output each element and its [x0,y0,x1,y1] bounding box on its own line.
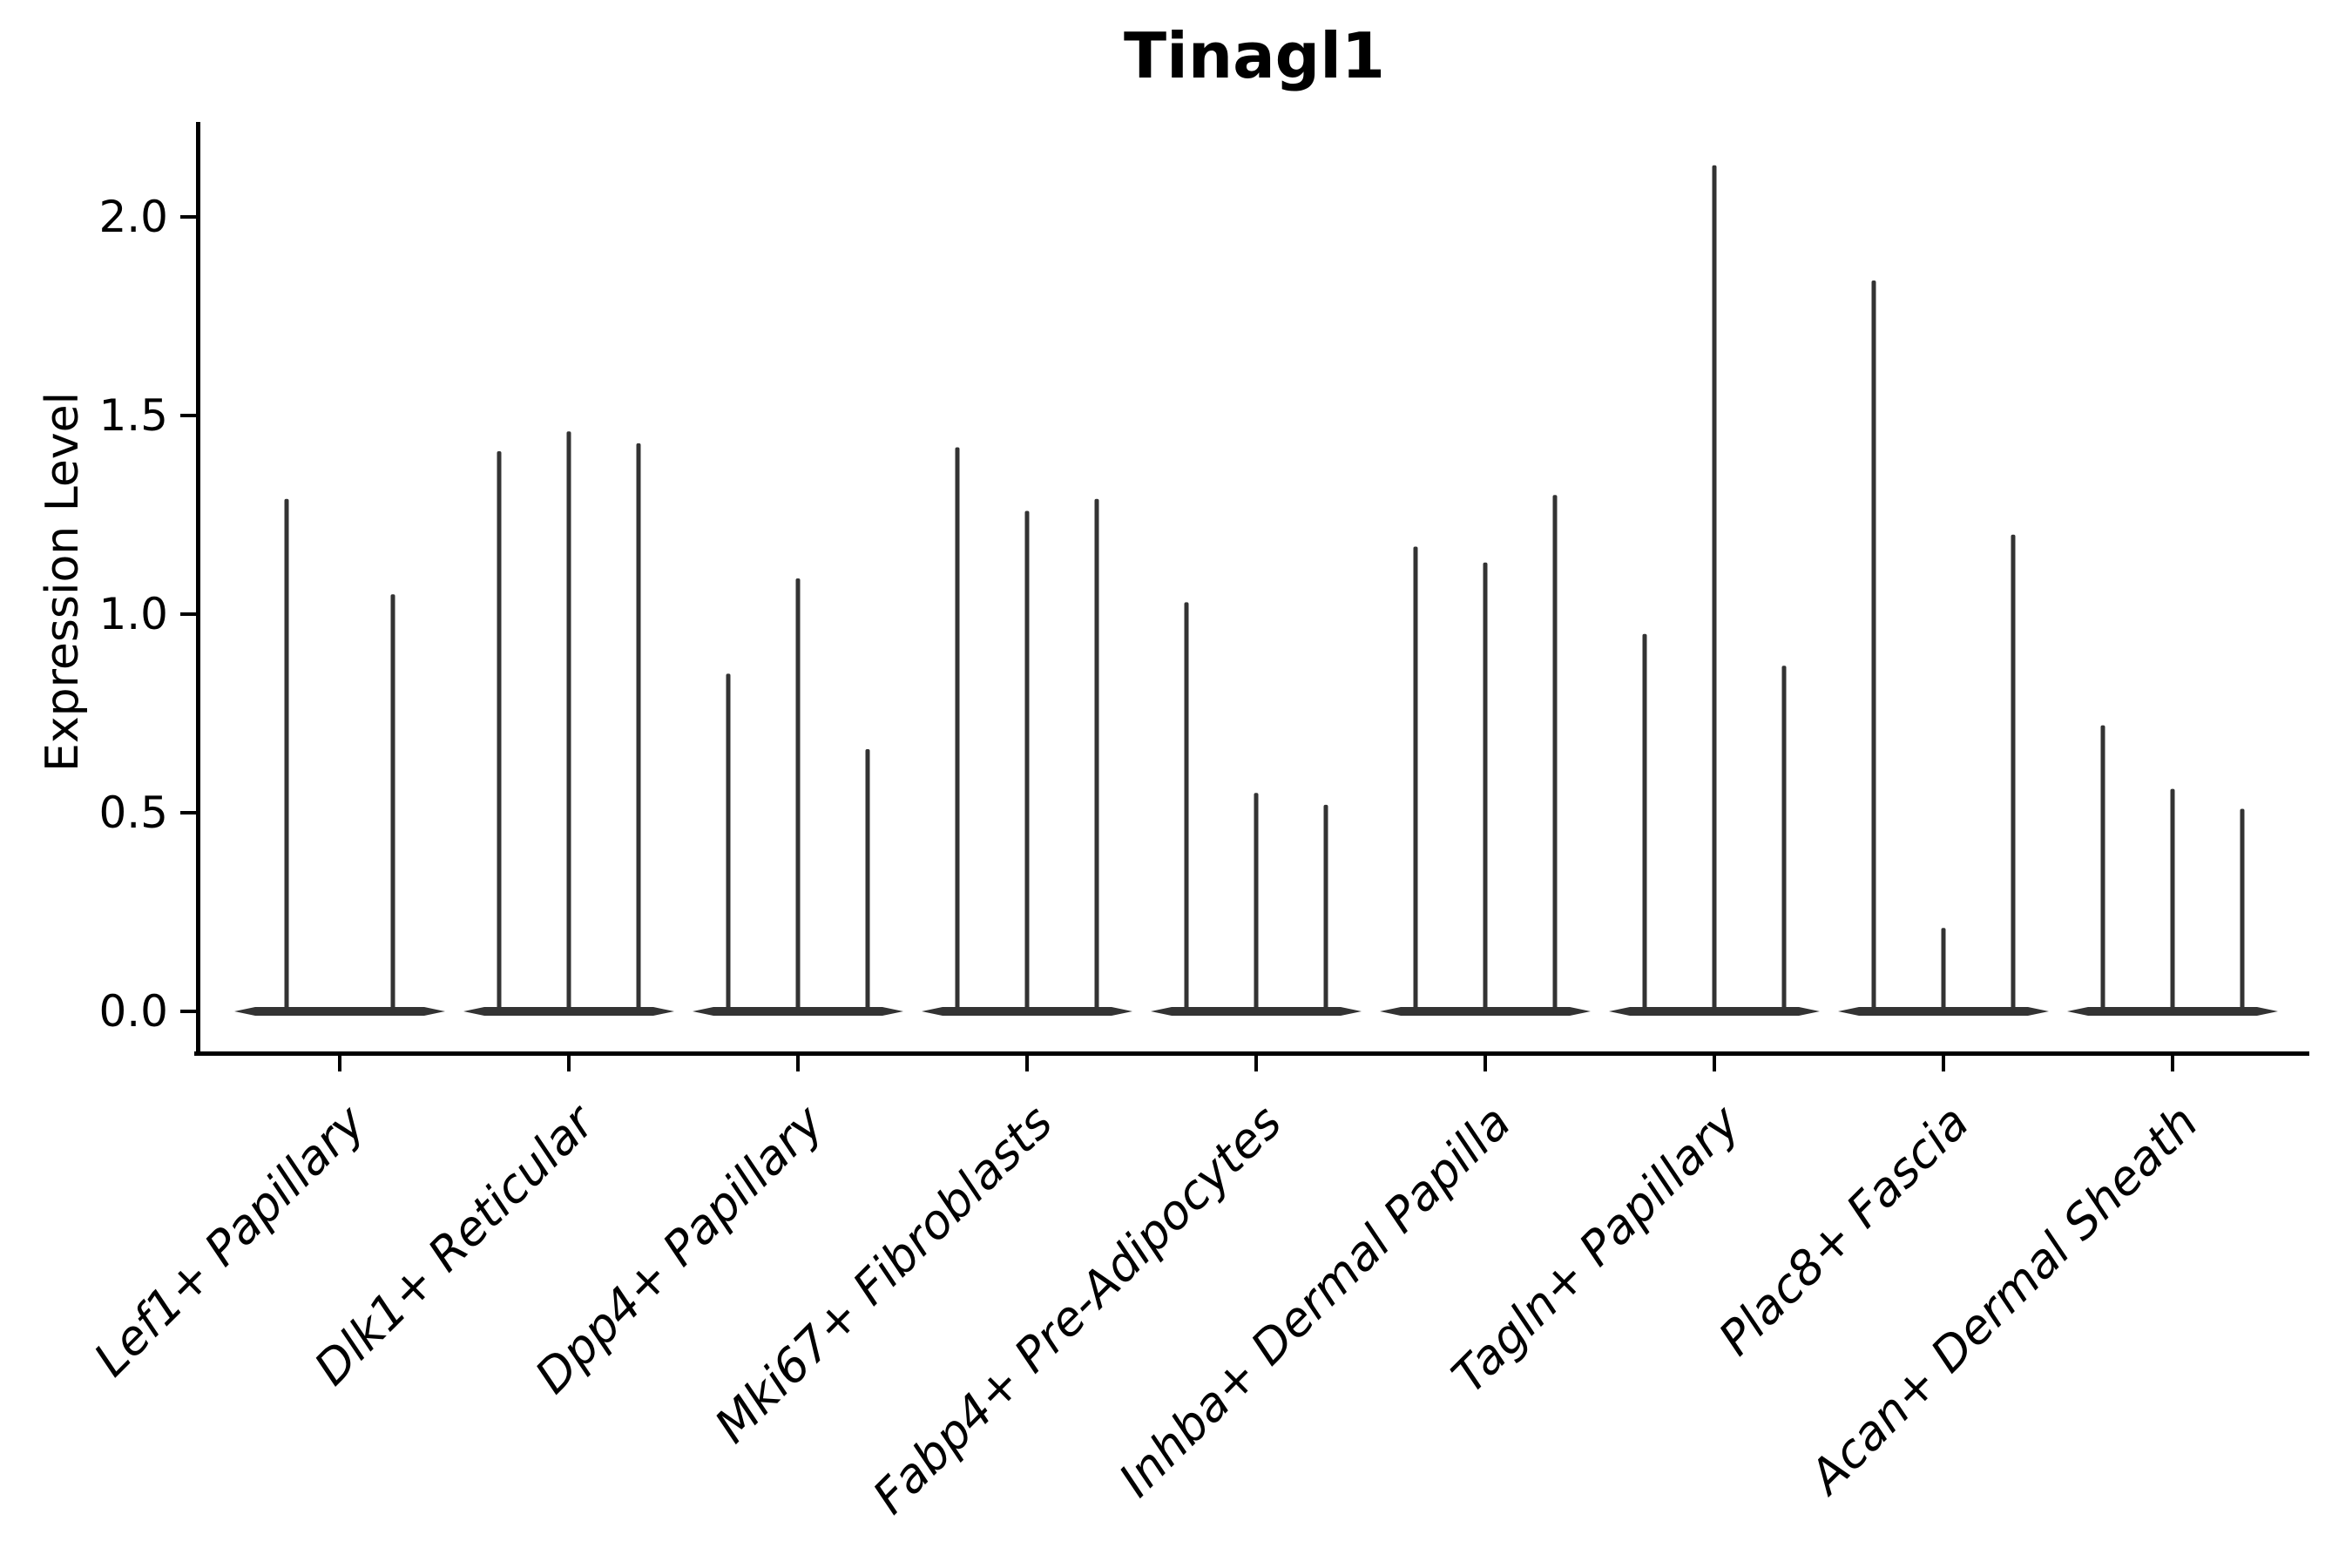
y-tick [180,1010,196,1013]
y-tick-label: 1.5 [98,390,168,441]
y-tick [180,215,196,219]
x-tick [1713,1056,1716,1071]
x-tick [1484,1056,1487,1071]
x-tick [2171,1056,2174,1071]
violin-spike [1254,793,1259,1014]
violin-spike [865,749,870,1014]
violin-spike [795,578,801,1014]
x-tick [1254,1056,1258,1071]
violin-spike [2100,725,2105,1014]
violin-spike [390,594,395,1014]
y-tick-label: 1.0 [98,589,168,639]
violin-spike [1642,633,1647,1014]
violin-spike [1483,562,1488,1014]
y-tick-label: 0.0 [98,986,168,1037]
violin-spike [726,673,731,1014]
violin-spike [1094,498,1099,1014]
y-tick [180,414,196,417]
violin-spike [284,498,289,1014]
y-axis-spine [196,122,200,1056]
violin-spike [1552,495,1558,1014]
x-tick [796,1056,800,1071]
x-tick-label: Inhba+ Dermal Papilla [1108,1095,1521,1508]
violin-spike [497,451,502,1014]
x-tick [567,1056,571,1071]
y-tick [180,612,196,616]
x-tick [1942,1056,1945,1071]
x-tick-label: Fabp4+ Pre-Adipocytes [862,1095,1292,1524]
violin-spike [1323,804,1328,1014]
y-tick-label: 0.5 [98,787,168,838]
x-tick [1025,1056,1029,1071]
violin-spike [2170,788,2175,1014]
violin-spike [566,431,571,1014]
y-tick [180,811,196,814]
violin-spike [1024,510,1030,1014]
violin-spike [636,443,641,1014]
violin-base [234,1007,445,1016]
violin-spike [1712,165,1717,1015]
violin-spike [1941,928,1946,1014]
y-tick-label: 2.0 [98,192,168,242]
chart-title: Tinagl1 [1124,19,1385,92]
violin-spike [1184,602,1189,1014]
violin-spike [1413,546,1418,1014]
violin-spike [2011,534,2016,1014]
x-axis-spine [194,1051,2309,1056]
violin-spike [955,447,960,1014]
x-tick-label: Acan+ Dermal Sheath [1797,1095,2208,1506]
x-tick [338,1056,341,1071]
violin-spike [1781,666,1787,1014]
violin-spike [2240,808,2245,1014]
violin-spike [1871,280,1876,1015]
